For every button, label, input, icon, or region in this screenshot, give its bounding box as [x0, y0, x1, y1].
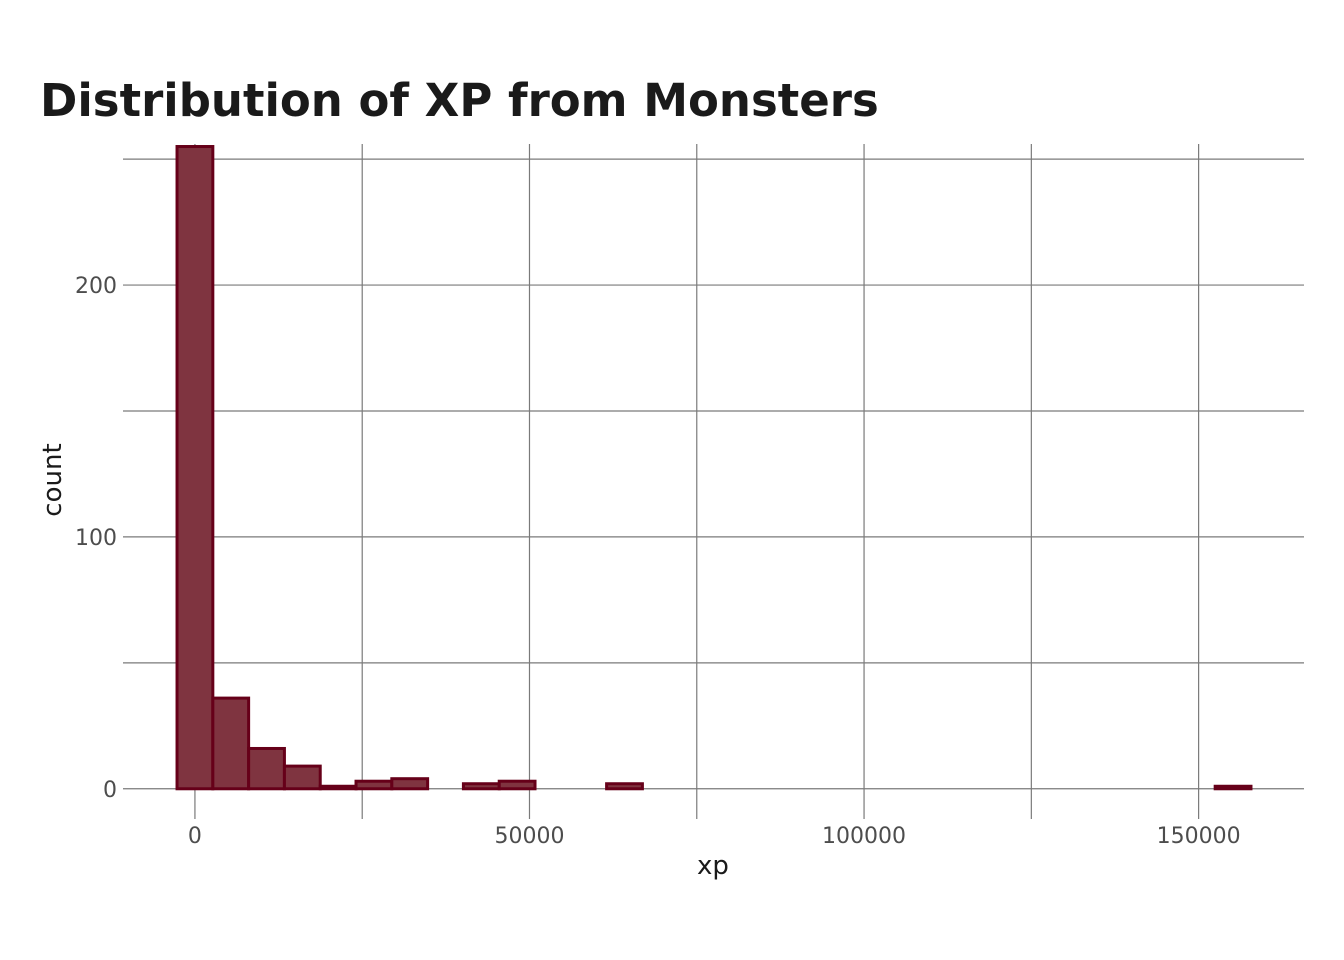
histogram-bar: [282, 764, 322, 791]
x-tick-label: 50000: [494, 824, 564, 849]
histogram-bar: [318, 784, 358, 791]
histogram-bar: [605, 782, 644, 791]
x-tick-label: 0: [188, 824, 202, 849]
histogram-bar: [497, 779, 537, 791]
histogram-bar: [247, 746, 286, 791]
y-axis-title: count: [38, 443, 68, 516]
x-tick-label: 150000: [1157, 824, 1241, 849]
grid-lines: [123, 144, 1304, 819]
histogram-bar: [175, 145, 215, 791]
y-tick-label: 0: [103, 778, 117, 803]
histogram-bar: [390, 777, 430, 791]
y-tick-label: 100: [75, 526, 117, 551]
histogram-bar: [461, 782, 501, 791]
x-axis-ticks: 0 50000 100000 150000: [188, 824, 1241, 849]
histogram-bars: [175, 145, 1253, 791]
chart-title: Distribution of XP from Monsters: [40, 74, 879, 127]
y-tick-label: 200: [75, 274, 117, 299]
x-tick-label: 100000: [822, 824, 906, 849]
histogram-bar: [211, 696, 251, 791]
x-axis-title: xp: [697, 851, 729, 881]
histogram-bar: [1213, 784, 1253, 791]
y-axis-ticks: 0 100 200: [75, 274, 117, 803]
histogram-bar: [354, 779, 394, 791]
